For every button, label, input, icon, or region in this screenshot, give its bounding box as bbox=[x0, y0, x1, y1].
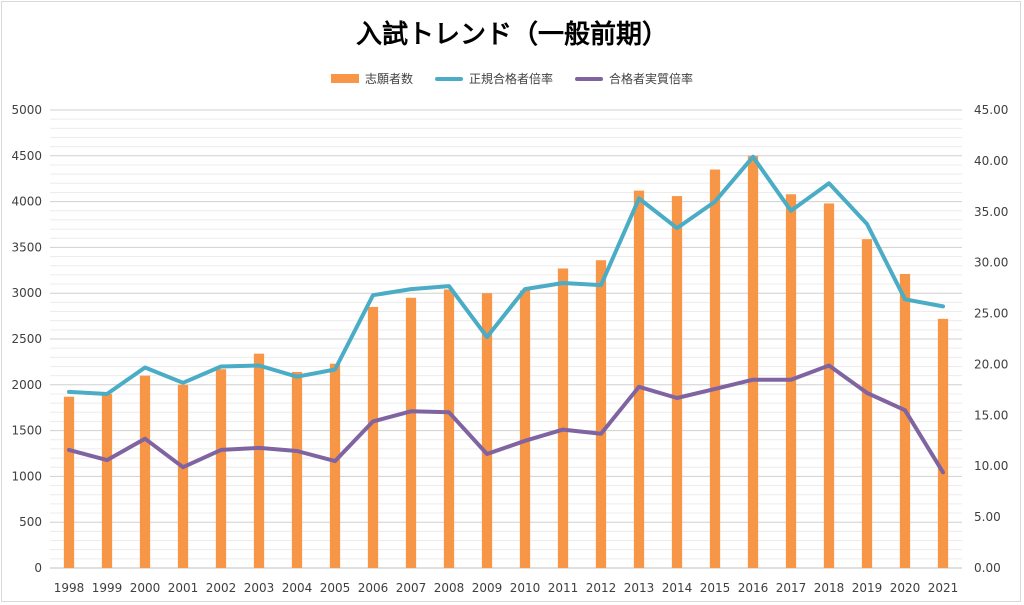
x-tick-label: 2021 bbox=[928, 581, 959, 595]
bar-applicants bbox=[101, 393, 113, 568]
bar-applicants bbox=[937, 318, 949, 568]
bar-applicants bbox=[671, 196, 683, 568]
y-right-tick-label: 45.00 bbox=[974, 103, 1008, 117]
bar-applicants bbox=[823, 203, 835, 568]
bar-applicants bbox=[139, 375, 151, 568]
legend-swatch-actual-ratio bbox=[575, 76, 603, 81]
x-tick-label: 2017 bbox=[776, 581, 807, 595]
bar-applicants bbox=[63, 396, 75, 568]
line-regular-ratio bbox=[67, 154, 945, 396]
y-left-tick-label: 4000 bbox=[11, 195, 42, 209]
bar-applicants bbox=[291, 371, 303, 568]
y-right-tick-label: 40.00 bbox=[974, 154, 1008, 168]
legend-label-applicants: 志願者数 bbox=[364, 72, 413, 86]
bar-applicants bbox=[747, 155, 759, 569]
chart-legend: 志願者数 正規合格者倍率 合格者実質倍率 bbox=[0, 70, 1024, 87]
y-left-tick-label: 1500 bbox=[11, 424, 42, 438]
y-right-tick-label: 20.00 bbox=[974, 357, 1008, 371]
bar-applicants bbox=[215, 369, 227, 568]
bar-applicants bbox=[367, 306, 379, 568]
x-tick-label: 2008 bbox=[434, 581, 465, 595]
y-left-tick-label: 5000 bbox=[11, 103, 42, 117]
x-tick-label: 2004 bbox=[282, 581, 313, 595]
bar-applicants bbox=[481, 293, 493, 568]
bar-applicants bbox=[177, 384, 189, 568]
y-left-tick-label: 4500 bbox=[11, 149, 42, 163]
x-tick-label: 2020 bbox=[890, 581, 921, 595]
y-left-tick-label: 2500 bbox=[11, 332, 42, 346]
legend-label-regular-ratio: 正規合格者倍率 bbox=[468, 72, 553, 86]
y-right-tick-label: 15.00 bbox=[974, 408, 1008, 422]
legend-swatch-applicants bbox=[330, 74, 359, 83]
y-right-tick-label: 0.00 bbox=[974, 561, 1001, 575]
x-tick-label: 2016 bbox=[738, 581, 769, 595]
y-left-tick-label: 2000 bbox=[11, 378, 42, 392]
chart-title: 入試トレンド（一般前期） bbox=[355, 20, 668, 50]
x-tick-label: 2018 bbox=[814, 581, 845, 595]
x-tick-label: 2011 bbox=[548, 581, 579, 595]
y-left-tick-label: 1000 bbox=[11, 469, 42, 483]
bar-applicants bbox=[709, 169, 721, 569]
x-tick-label: 2010 bbox=[510, 581, 541, 595]
x-tick-label: 2005 bbox=[320, 581, 351, 595]
bar-applicants bbox=[633, 190, 645, 568]
x-tick-label: 2012 bbox=[586, 581, 617, 595]
x-tick-label: 2006 bbox=[358, 581, 389, 595]
x-tick-label: 1999 bbox=[92, 581, 123, 595]
legend-item-actual-ratio: 合格者実質倍率 bbox=[575, 70, 693, 87]
bar-applicants bbox=[899, 273, 911, 568]
bar-applicants bbox=[519, 290, 531, 568]
x-tick-label: 2013 bbox=[624, 581, 655, 595]
x-tick-label: 2014 bbox=[662, 581, 693, 595]
y-right-tick-label: 10.00 bbox=[974, 459, 1008, 473]
legend-item-regular-ratio: 正規合格者倍率 bbox=[434, 70, 553, 87]
bar-applicants bbox=[405, 297, 417, 568]
y-left-tick-label: 3000 bbox=[11, 286, 42, 300]
y-right-tick-label: 30.00 bbox=[974, 256, 1008, 270]
legend-swatch-regular-ratio bbox=[434, 76, 463, 81]
legend-item-applicants: 志願者数 bbox=[330, 70, 413, 87]
x-tick-label: 2002 bbox=[206, 581, 237, 595]
y-left-tick-label: 0 bbox=[34, 561, 42, 575]
bar-applicants bbox=[861, 239, 873, 568]
x-tick-label: 2001 bbox=[168, 581, 199, 595]
bar-applicants bbox=[253, 353, 265, 568]
bar-applicants bbox=[443, 289, 455, 568]
x-tick-label: 2003 bbox=[244, 581, 275, 595]
y-right-tick-label: 5.00 bbox=[974, 510, 1001, 524]
y-right-tick-label: 35.00 bbox=[974, 205, 1008, 219]
line-actual-ratio bbox=[67, 363, 945, 475]
x-tick-label: 2009 bbox=[472, 581, 503, 595]
bar-applicants bbox=[329, 363, 341, 568]
x-tick-label: 2000 bbox=[130, 581, 161, 595]
bar-applicants bbox=[557, 268, 569, 568]
bar-applicants bbox=[595, 260, 607, 568]
x-tick-label: 1998 bbox=[54, 581, 85, 595]
legend-label-actual-ratio: 合格者実質倍率 bbox=[609, 72, 694, 86]
y-right-tick-label: 25.00 bbox=[974, 307, 1008, 321]
y-left-tick-label: 3500 bbox=[11, 240, 42, 254]
x-tick-label: 2015 bbox=[700, 581, 731, 595]
x-tick-label: 2007 bbox=[396, 581, 427, 595]
y-left-tick-label: 500 bbox=[19, 515, 42, 529]
x-tick-label: 2019 bbox=[852, 581, 883, 595]
